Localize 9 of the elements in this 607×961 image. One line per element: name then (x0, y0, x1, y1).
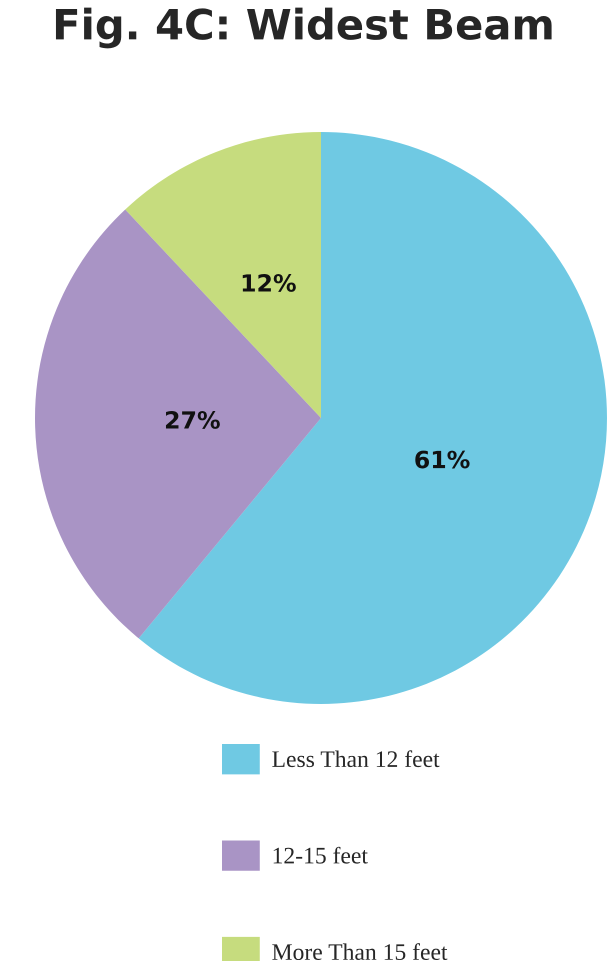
legend-label: 12-15 feet (274, 846, 368, 864)
chart-title: Fig. 4C: Widest Beam (56, 8, 552, 48)
data-label: 12% (242, 274, 296, 292)
legend-label: Less Than 12 feet (272, 750, 440, 768)
legend-label: More Than 15 feet (272, 943, 448, 960)
pie-slice (35, 210, 321, 638)
data-label: 27% (166, 411, 220, 429)
data-label: 61% (415, 450, 470, 468)
pie-slice (138, 132, 607, 704)
